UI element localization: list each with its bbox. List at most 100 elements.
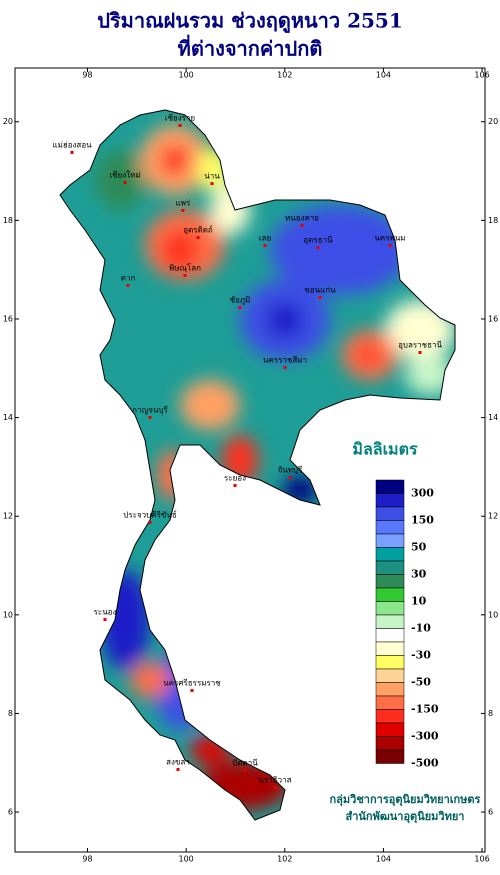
y-tick-label: 12 [488, 512, 498, 521]
y-tick-label: 14 [3, 413, 13, 422]
legend-swatch [375, 655, 405, 670]
legend-swatch [375, 641, 405, 656]
x-tick-label: 106 [474, 855, 489, 864]
x-tick-label: 106 [474, 71, 489, 80]
legend-swatch [375, 722, 405, 737]
place-label: นครพนม [374, 234, 405, 243]
y-tick-label: 10 [3, 610, 13, 619]
legend-label: -30 [411, 649, 431, 662]
place-dot [283, 366, 287, 369]
place-dot [238, 306, 242, 309]
place-dot [196, 236, 200, 239]
x-tick-label: 100 [178, 71, 193, 80]
place-label: นราธิวาส [258, 776, 291, 785]
legend-label: -150 [411, 703, 439, 716]
place-dot [126, 284, 130, 287]
y-tick-label: 18 [3, 216, 13, 225]
place-label: กาญจนบุรี [132, 406, 168, 415]
place-dot [178, 124, 182, 127]
place-label: แพร่ [176, 199, 191, 208]
legend-swatch [375, 736, 405, 751]
place-label: นครราชสีมา [263, 356, 307, 365]
place-label: น่าน [204, 172, 220, 181]
place-dot [148, 416, 152, 419]
place-label: นครศรีธรรมราช [163, 679, 221, 688]
y-tick-label: 8 [488, 709, 493, 718]
legend-swatch [375, 574, 405, 589]
place-label: ตาก [121, 274, 136, 283]
legend-label: -10 [411, 622, 431, 635]
y-tick-label: 8 [8, 709, 13, 718]
legend-swatch [375, 614, 405, 629]
legend-swatch [375, 668, 405, 683]
place-label: พิษณุโลก [169, 263, 201, 273]
place-dot [300, 224, 304, 227]
place-dot [70, 151, 74, 154]
place-dot [233, 484, 237, 487]
place-dot [243, 769, 247, 772]
legend-swatch [375, 695, 405, 710]
y-tick-label: 6 [8, 808, 13, 817]
place-dot [210, 182, 214, 185]
x-tick-label: 98 [82, 855, 92, 864]
place-dot [273, 786, 277, 789]
legend-swatch [375, 520, 405, 535]
x-tick-label: 102 [277, 71, 292, 80]
y-tick-label: 16 [488, 314, 498, 323]
place-dot [176, 768, 180, 771]
place-dot [181, 209, 185, 212]
place-dot [183, 274, 187, 277]
credit: กลุ่มวิชาการอุตุนิยมวิทยาเกษตร [330, 793, 481, 807]
x-tick-label: 104 [376, 855, 391, 864]
place-dot [263, 244, 267, 247]
legend-swatch [375, 628, 405, 643]
legend-swatch [375, 682, 405, 697]
legend-label: 50 [411, 541, 427, 554]
place-dot [123, 181, 127, 184]
place-label: ขอนแก่น [304, 286, 336, 295]
legend-swatch [375, 493, 405, 508]
place-dot [318, 296, 322, 299]
place-dot [190, 689, 194, 692]
y-tick-label: 16 [3, 314, 13, 323]
y-tick-label: 18 [488, 216, 498, 225]
place-label: ปัตตานี [232, 759, 258, 768]
y-tick-label: 20 [488, 117, 498, 126]
x-tick-label: 102 [277, 855, 292, 864]
y-tick-label: 14 [488, 413, 498, 422]
legend-swatch [375, 709, 405, 724]
place-dot [288, 476, 292, 479]
place-label: ระยอง [224, 474, 246, 483]
x-tick-label: 104 [376, 71, 391, 80]
x-tick-label: 98 [82, 71, 92, 80]
y-tick-label: 10 [488, 610, 498, 619]
y-tick-label: 6 [488, 808, 493, 817]
place-label: ประจวบคีรีขันธ์ [123, 510, 177, 520]
place-label: อุตรดิตถ์ [183, 225, 213, 235]
place-label: ระนอง [94, 608, 117, 617]
title: ปริมาณฝนรวม ช่วงฤดูหนาว 2551 [97, 9, 403, 35]
legend-swatch [375, 506, 405, 521]
place-label: เลย [259, 234, 271, 243]
legend-title: มิลลิเมตร [352, 440, 418, 459]
legend-label: 150 [411, 514, 434, 527]
legend: มิลลิเมตร 300 150 50 30 10 -10 -30 -50 -150 -300 -5… [352, 440, 438, 770]
title: ที่ต่างจากค่าปกติ [178, 34, 323, 61]
legend-swatch [375, 560, 405, 575]
legend-swatch [375, 533, 405, 548]
legend-label: -500 [411, 757, 439, 770]
legend-label: 300 [411, 487, 434, 500]
legend-swatch [375, 547, 405, 562]
legend-swatch [375, 749, 405, 764]
place-label: แม่ฮ่องสอน [52, 141, 92, 150]
place-label: ชัยภูมิ [230, 296, 251, 306]
place-label: เชียงราย [165, 114, 195, 123]
legend-label: -300 [411, 730, 439, 743]
place-dot [103, 618, 107, 621]
place-dot [316, 246, 320, 249]
place-label: จันทบุรี [278, 466, 304, 475]
credit: สำนักพัฒนาอุตุนิยมวิทยา [346, 810, 465, 824]
legend-swatch [375, 587, 405, 602]
legend-label: 10 [411, 595, 427, 608]
